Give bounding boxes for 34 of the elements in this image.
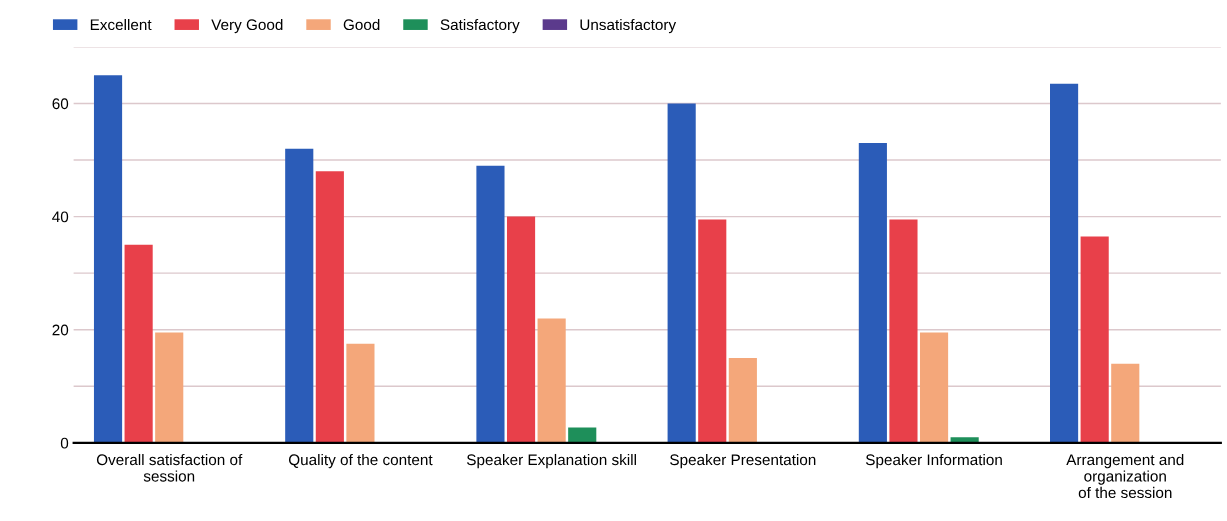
legend-label: Good — [343, 18, 380, 31]
bar — [889, 219, 918, 443]
legend-label: Unsatisfactory — [580, 18, 677, 34]
bar — [124, 244, 153, 443]
y-tick-label: 60 — [52, 98, 69, 110]
bar — [506, 216, 536, 443]
bar — [476, 165, 505, 443]
bar — [698, 219, 727, 443]
x-tick-label: Overall satisfaction of session — [96, 453, 243, 482]
bar — [919, 332, 949, 443]
legend-label: Satisfactory — [440, 18, 520, 34]
x-tick-label: Arrangement and organization of the session — [1066, 453, 1184, 499]
x-tick-label: Quality of the content — [288, 453, 433, 469]
x-tick-label: Speaker Presentation — [670, 453, 816, 469]
bar — [1050, 83, 1079, 443]
legend-label: Very Good — [211, 18, 283, 34]
bar — [667, 103, 696, 443]
bar — [155, 332, 184, 443]
bar — [568, 427, 597, 443]
y-tick-label: 40 — [52, 211, 69, 223]
y-tick-label: 0 — [60, 437, 69, 449]
bar — [285, 148, 314, 443]
bar — [728, 358, 757, 443]
x-tick-label: Speaker Explanation skill — [466, 453, 636, 469]
bar — [93, 75, 123, 443]
y-tick-label: 20 — [52, 324, 69, 336]
bar — [858, 143, 887, 443]
bar — [537, 318, 566, 443]
bar — [1080, 236, 1109, 443]
legend-label: Excellent — [90, 18, 152, 31]
bar — [346, 343, 375, 443]
x-tick-label: Speaker Information — [865, 453, 1002, 469]
bar — [1111, 363, 1140, 443]
bar — [315, 171, 344, 443]
